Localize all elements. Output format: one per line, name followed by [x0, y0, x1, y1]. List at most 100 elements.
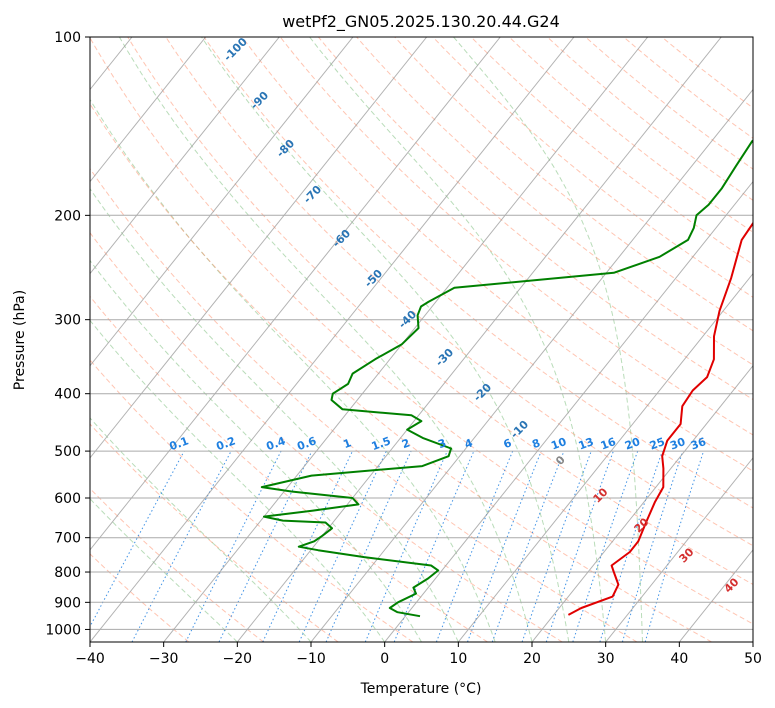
- mixing-ratio-label: 3: [436, 436, 448, 451]
- x-tick-label: 30: [597, 651, 615, 667]
- isotherm--20: [236, 37, 722, 642]
- isotherm--10: [310, 88, 753, 642]
- mixing-ratio-line-8: [393, 450, 475, 642]
- mixing-ratio-line-15: [599, 450, 663, 642]
- background-lines: [90, 37, 753, 642]
- y-tick-label: 200: [54, 208, 81, 224]
- y-tick-label: 600: [54, 491, 81, 507]
- isotherm--70: [90, 37, 354, 367]
- isotherm--60: [90, 37, 428, 459]
- x-tick-label: −30: [149, 651, 179, 667]
- y-tick-label: 100: [54, 30, 81, 46]
- y-tick-label: 800: [54, 565, 81, 581]
- y-tick-label: 300: [54, 313, 81, 329]
- moist-adiabat-4: [90, 187, 459, 642]
- x-tick-label: 10: [449, 651, 467, 667]
- mixing-ratio-label: 4: [463, 436, 475, 451]
- dry-adiabat-40: [90, 102, 712, 642]
- dewpoint-line: [260, 139, 753, 618]
- mixing-ratio-line-12: [521, 450, 592, 642]
- x-tick-label: −10: [296, 651, 326, 667]
- x-axis-ticks: −40 −30 −20 −10 0 10 20 30 40 50: [75, 642, 762, 667]
- x-tick-label: 40: [670, 651, 688, 667]
- dry-adiabat-70: [165, 37, 753, 547]
- mixing-ratio-line-5: [298, 450, 387, 642]
- isotherm--40: [90, 37, 575, 642]
- mixing-ratio-label: 13: [577, 435, 596, 452]
- dry-adiabat-0: [90, 359, 414, 642]
- plot-content: -100-90-80-70-60-50-40-30-20-10010203040…: [90, 37, 753, 642]
- mixing-ratio-line-17: [644, 450, 705, 642]
- mixing-ratio-line-0: [90, 450, 185, 628]
- isotherm-0: [384, 180, 753, 642]
- mixing-ratio-label: 30: [668, 435, 687, 453]
- chart-title: wetPf2_GN05.2025.130.20.44.G24: [282, 12, 560, 32]
- plot-area: [90, 37, 753, 642]
- isotherm-10: [457, 272, 753, 642]
- y-axis-ticks: 100 200 300 400 500 600 700 800 900 1000: [45, 30, 90, 638]
- x-tick-label: −20: [223, 651, 253, 667]
- moist-adiabat-9: [453, 37, 643, 642]
- isotherm--80: [90, 37, 280, 275]
- dry-adiabat-50: [90, 37, 753, 625]
- moist-adiabat-3: [90, 259, 422, 642]
- isotherm-30: [605, 457, 753, 642]
- moist-adiabat-7: [201, 37, 570, 642]
- y-axis-label: Pressure (hPa): [12, 290, 28, 390]
- mixing-ratio-line-14: [572, 450, 639, 642]
- isotherm-20: [531, 364, 753, 642]
- dry-adiabat-110: [318, 37, 753, 401]
- y-tick-label: 500: [54, 444, 81, 460]
- mixing-ratio-label: 16: [599, 435, 618, 453]
- dry-adiabat--10: [90, 423, 339, 642]
- mixing-ratio-label: 1: [341, 436, 353, 451]
- y-tick-label: 900: [54, 595, 81, 611]
- mixing-ratio-line-13: [545, 450, 614, 642]
- dry-adiabat-100: [279, 37, 753, 436]
- dry-adiabat-10: [90, 295, 488, 642]
- mixing-ratio-label: 0.6: [295, 434, 318, 453]
- moist-adiabat-0: [90, 498, 238, 642]
- dry-adiabat-130: [394, 37, 753, 332]
- mixing-ratio-line-7: [364, 450, 448, 642]
- x-axis-label: Temperature (°C): [360, 681, 482, 697]
- temperature-line: [567, 221, 753, 616]
- dry-adiabat-30: [90, 167, 638, 642]
- x-tick-label: 0: [380, 651, 389, 667]
- dry-adiabat-60: [127, 37, 753, 585]
- mixing-ratio-label: 25: [648, 435, 667, 452]
- mixing-ratio-label: 10: [549, 435, 568, 453]
- mixing-ratio-line-4: [262, 450, 353, 642]
- y-tick-label: 1000: [45, 622, 81, 638]
- isotherm--50: [90, 37, 501, 551]
- mixing-ratio-label: 20: [623, 435, 642, 453]
- dry-adiabat-190: [623, 37, 753, 139]
- mixing-ratio-label: 1.5: [370, 434, 393, 453]
- y-tick-label: 400: [54, 387, 81, 403]
- x-tick-label: 50: [744, 651, 762, 667]
- mixing-ratio-label: 0.4: [265, 434, 288, 453]
- y-tick-label: 700: [54, 531, 81, 547]
- x-tick-label: −40: [75, 651, 105, 667]
- mixing-ratio-label: 0.2: [215, 434, 238, 453]
- mixing-ratio-label: 36: [689, 435, 708, 453]
- isotherm--90: [90, 37, 207, 183]
- mixing-ratio-label: 2: [400, 436, 412, 451]
- x-tick-label: 20: [523, 651, 541, 667]
- dry-adiabat-20: [90, 231, 563, 642]
- mixing-ratio-label: 6: [502, 436, 514, 451]
- moist-adiabat-6: [118, 37, 533, 642]
- mixing-ratio-label: 0.1: [168, 434, 191, 453]
- series-lines: [260, 139, 753, 618]
- mixing-ratio-line-3: [218, 450, 313, 642]
- grid-lines: [90, 37, 753, 642]
- mixing-ratio-line-6: [325, 450, 412, 642]
- dry-adiabat-170: [547, 37, 753, 201]
- plot-frame: [89, 36, 754, 643]
- dry-adiabat--20: [90, 487, 264, 642]
- mixing-ratio-label: 8: [530, 436, 542, 451]
- dry-adiabat-150: [470, 37, 753, 265]
- mixing-ratio-line-16: [621, 450, 684, 642]
- dry-adiabat-80: [203, 37, 753, 509]
